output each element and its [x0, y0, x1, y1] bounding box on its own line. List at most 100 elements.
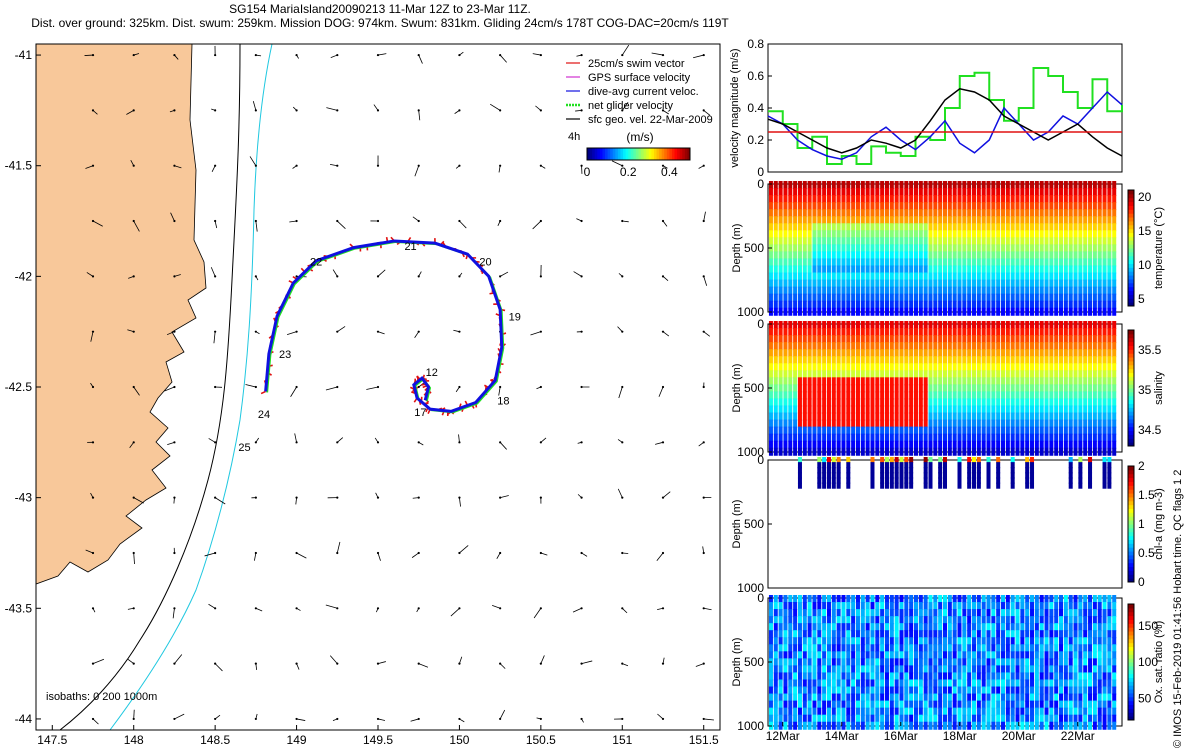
profile-cell	[909, 686, 914, 695]
geostrophic-arrow-tail	[702, 109, 705, 112]
profile-cell	[957, 272, 962, 281]
profile-cell	[797, 693, 802, 702]
profile-cell	[773, 693, 778, 702]
profile-cell	[1025, 630, 1030, 639]
profile-cell	[880, 384, 885, 393]
profile-cell	[1015, 637, 1020, 646]
profile-cell	[894, 447, 899, 456]
profile-cell	[812, 216, 817, 225]
geostrophic-arrow	[611, 160, 623, 167]
profile-cell	[918, 721, 923, 730]
profile-cell	[986, 384, 991, 393]
profile-cell	[788, 630, 793, 639]
profile-cell	[851, 293, 856, 302]
profile-cell	[831, 433, 836, 442]
profile-cell	[894, 202, 899, 211]
profile-cell	[836, 609, 841, 618]
geostrophic-arrow	[658, 386, 664, 397]
profile-cell	[923, 672, 928, 681]
profile-cell	[1015, 349, 1020, 358]
profile-cell	[855, 440, 860, 449]
profile-cell	[1073, 237, 1078, 246]
profile-cell	[1044, 637, 1049, 646]
profile-cell	[962, 202, 967, 211]
profile-cell	[962, 433, 967, 442]
profile-cell	[981, 602, 986, 611]
profile-cell	[923, 651, 928, 660]
colorbar-cell	[1128, 380, 1134, 385]
profile-cell	[923, 602, 928, 611]
profile-cell	[1054, 349, 1059, 358]
colorbar-cell	[1128, 209, 1134, 214]
profile-cell	[860, 679, 865, 688]
profile-cell	[1020, 595, 1025, 604]
profile-cell	[909, 477, 914, 484]
profile-cell	[894, 419, 899, 428]
profile-cell	[783, 356, 788, 365]
profile-cell	[952, 693, 957, 702]
geostrophic-arrow	[174, 654, 183, 664]
profile-cell	[1034, 384, 1039, 393]
profile-cell	[807, 258, 812, 267]
profile-cell	[1059, 251, 1064, 260]
profile-cell	[1112, 433, 1117, 442]
geostrophic-arrow-tail	[132, 662, 135, 665]
profile-cell	[1059, 349, 1064, 358]
profile-cell	[894, 195, 899, 204]
profile-cell	[1005, 230, 1010, 239]
geostrophic-arrow-tail	[91, 385, 95, 389]
profile-cell	[952, 644, 957, 653]
profile-cell	[1020, 433, 1025, 442]
profile-cell	[802, 356, 807, 365]
profile-cell	[1088, 188, 1093, 197]
profile-cell	[986, 721, 991, 730]
profile-cell	[1020, 384, 1025, 393]
profile-cell	[1005, 644, 1010, 653]
geostrophic-arrow-tail	[661, 275, 665, 278]
profile-cell	[778, 370, 783, 379]
day-label: 22	[310, 256, 322, 268]
profile-cell	[972, 433, 977, 442]
profile-cell	[1112, 188, 1117, 197]
profile-cell	[952, 665, 957, 674]
profile-cell	[807, 356, 812, 365]
profile-cell	[1073, 707, 1078, 716]
profile-cell	[797, 244, 802, 253]
profile-cell	[797, 251, 802, 260]
profile-cell	[972, 188, 977, 197]
profile-cell	[822, 216, 827, 225]
profile-cell	[1044, 251, 1049, 260]
profile-cell	[1092, 181, 1097, 190]
profile-cell	[836, 230, 841, 239]
profile-cell	[889, 251, 894, 260]
profile-cell	[1054, 672, 1059, 681]
profile-cell	[1034, 447, 1039, 456]
profile-cell	[904, 462, 909, 469]
profile-cell	[836, 321, 841, 330]
profile-cell	[773, 405, 778, 414]
profile-cell	[972, 391, 977, 400]
profile-cell	[909, 300, 914, 309]
profile-cell	[889, 447, 894, 456]
profile-cell	[928, 457, 933, 464]
profile-cell	[947, 370, 952, 379]
profile-cell	[1015, 237, 1020, 246]
geostrophic-arrow	[366, 386, 379, 390]
profile-cell	[899, 370, 904, 379]
profile-cell	[1001, 300, 1006, 309]
profile-cell	[1044, 412, 1049, 421]
profile-cell	[768, 609, 773, 618]
profile-cell	[938, 321, 943, 330]
profile-cell	[1005, 335, 1010, 344]
profile-cell	[933, 188, 938, 197]
profile-cell	[1025, 328, 1030, 337]
profile-cell	[957, 482, 962, 489]
geostrophic-arrow-tail	[661, 496, 665, 499]
profile-cell	[967, 370, 972, 379]
profile-cell	[768, 426, 773, 435]
profile-cell	[1001, 658, 1006, 667]
profile-cell	[976, 462, 981, 469]
profile-cell	[1010, 272, 1015, 281]
colorbar-cell	[1128, 496, 1134, 502]
profile-cell	[933, 307, 938, 316]
